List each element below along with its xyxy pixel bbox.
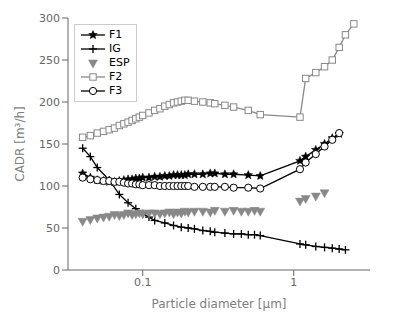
svg-text:0.1: 0.1 — [134, 276, 152, 289]
svg-text:1: 1 — [290, 276, 297, 289]
svg-text:0: 0 — [53, 264, 60, 277]
svg-text:200: 200 — [39, 96, 60, 109]
html-text:F3: F3 — [109, 84, 123, 97]
svg-text:150: 150 — [39, 138, 60, 151]
svg-text:250: 250 — [39, 54, 60, 67]
svg-text:300: 300 — [39, 12, 60, 25]
svg-text:100: 100 — [39, 180, 60, 193]
svg-text:Particle diameter [μm]: Particle diameter [μm] — [151, 297, 286, 311]
html-text:F2: F2 — [109, 70, 123, 83]
html-text:IG: IG — [109, 42, 121, 55]
html-text:F1: F1 — [109, 28, 123, 41]
html-text:ESP: ESP — [109, 56, 130, 69]
svg-text:50: 50 — [46, 222, 60, 235]
svg-text:CADR [m³/h]: CADR [m³/h] — [13, 106, 27, 182]
